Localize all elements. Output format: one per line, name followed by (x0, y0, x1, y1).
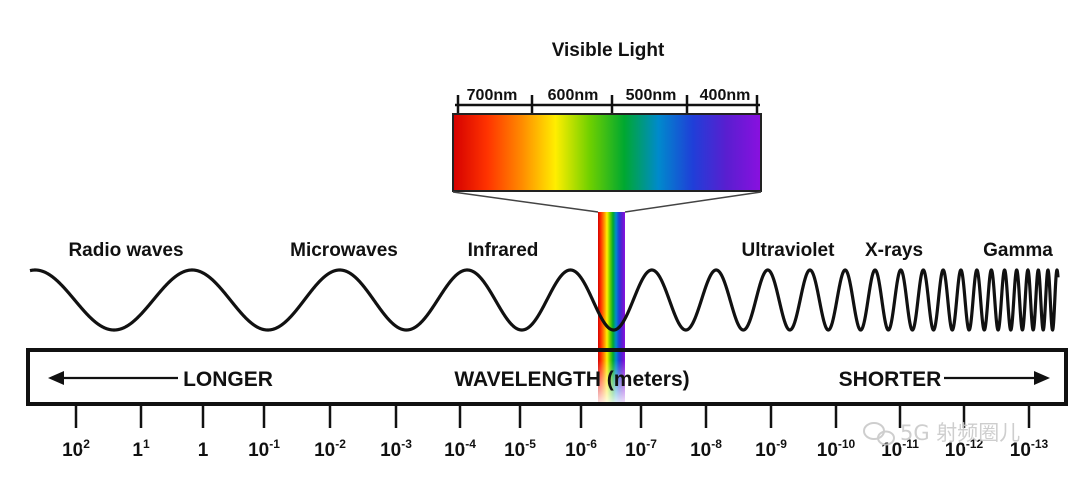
scale-labels: 102 11 1 10-1 10-2 10-3 10-4 10-5 10-6 10-7 10-8 10… (60, 435, 1050, 463)
region-label-radio-waves: Radio waves (68, 240, 183, 261)
visible-beam (598, 212, 625, 402)
visible-spectrum-box (452, 113, 762, 192)
scale-label: 10-1 (248, 437, 280, 461)
scale-label: 10-13 (1010, 437, 1049, 461)
visible-beam-fade (598, 212, 625, 402)
region-label-microwaves: Microwaves (290, 240, 398, 261)
region-label-x-rays: X-rays (865, 240, 923, 261)
scale-ticks (74, 406, 1031, 428)
longer-label: LONGER (183, 368, 273, 391)
scale-label: 11 (132, 437, 150, 461)
scale-label: 10-4 (444, 437, 476, 461)
chirped-wave (28, 268, 1060, 332)
wavelength-bar-frame (26, 348, 1068, 406)
visible-light-title: Visible Light (552, 40, 665, 61)
watermark: 5G 射频圈儿 (863, 421, 1020, 446)
region-label-gamma: Gamma (983, 240, 1053, 261)
wavelength-bar: LONGER WAVELENGTH (meters) SHORTER (26, 348, 1068, 406)
shorter-label: SHORTER (839, 368, 942, 391)
nm-label-700: 700nm (467, 87, 518, 104)
wavelength-label: WAVELENGTH (meters) (454, 368, 689, 391)
scale-label: 10-8 (690, 437, 722, 461)
funnel-left-line (452, 191, 599, 213)
longer-arrow-head (48, 371, 64, 385)
scale-label: 10-5 (504, 437, 536, 461)
scale-label: 1 (198, 440, 209, 461)
region-label-infrared: Infrared (468, 240, 539, 261)
scale-label: 10-7 (625, 437, 657, 461)
nm-label-500: 500nm (626, 87, 677, 104)
region-label-ultraviolet: Ultraviolet (742, 240, 836, 261)
shorter-arrow-head (1034, 371, 1050, 385)
funnel-right-line (624, 191, 762, 213)
watermark-text: 5G 射频圈儿 (900, 421, 1020, 445)
scale-label: 10-2 (314, 437, 346, 461)
nm-ticks (456, 95, 759, 113)
scale-label: 102 (62, 437, 90, 461)
nm-label-600: 600nm (548, 87, 599, 104)
scale-label: 10-3 (380, 437, 412, 461)
nm-ruler: 700nm 600nm 500nm 400nm (455, 87, 760, 113)
wechat-icon (863, 422, 895, 446)
scale-label: 10-9 (755, 437, 787, 461)
scale-label: 10-12 (945, 437, 984, 461)
nm-label-400: 400nm (700, 87, 751, 104)
scale-label: 10-10 (817, 437, 856, 461)
scale-label: 10-6 (565, 437, 597, 461)
